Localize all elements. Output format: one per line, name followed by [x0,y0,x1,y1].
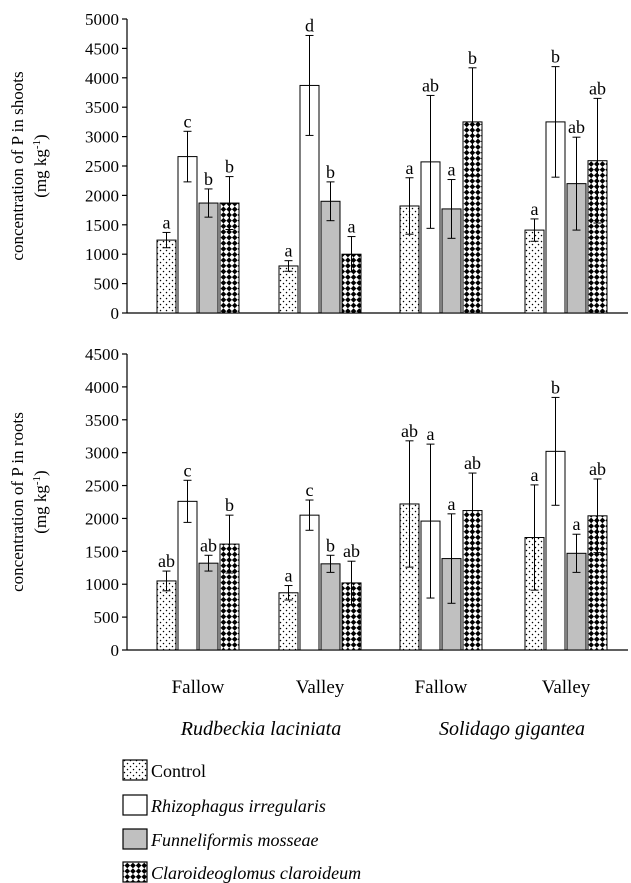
category-label: Fallow [172,677,225,698]
significance-letter: ab [158,551,175,571]
legend-label-funneliformis: Funneliformis mosseae [150,830,318,850]
y-tick-label: 2500 [85,157,119,176]
significance-letter: ab [589,78,606,98]
y-axis-label-unit: (mg kg-1) [31,134,50,197]
y-tick-label: 4500 [85,345,119,364]
y-tick-label: 3500 [85,411,119,430]
y-tick-label: 4500 [85,39,119,58]
y-tick-label: 1000 [85,245,119,264]
y-tick-label: 2500 [85,477,119,496]
y-axis-label: concentration of P in roots [8,412,27,592]
significance-letter: ab [568,117,585,137]
roots-panel: 0 500 1000 1500 2000 2500 3000 3500 4000 4500 conc… [8,345,628,660]
x-category-labels: Fallow Valley Fallow Valley [172,677,591,698]
significance-letter: a [427,424,435,444]
legend-swatch-funneliformis [122,828,148,850]
bar [278,265,299,314]
bar [177,500,198,651]
y-tick-label: 0 [111,304,120,323]
y-tick-label: 2000 [85,509,119,528]
significance-letter: a [448,160,456,180]
y-tick-label: 4000 [85,69,119,88]
significance-letter: a [448,494,456,514]
bar [198,562,219,651]
species-label-rudbeckia: Rudbeckia laciniata [180,718,342,740]
legend-label-claroideoglomus: Claroideoglomus claroideum [151,863,361,883]
shoots-panel: 0 500 1000 1500 2000 2500 3000 3500 4000 4500 5000… [8,10,628,323]
y-tick-label: 3000 [85,128,119,147]
y-axis-label: concentration of P in shoots [8,71,27,260]
significance-letter: ab [589,459,606,479]
y-tick-label: 5000 [85,10,119,29]
species-label-solidago: Solidago gigantea [439,718,585,740]
significance-letter: a [406,158,414,178]
significance-letter: a [285,241,293,261]
significance-letter: b [551,47,560,67]
significance-letter: ab [343,541,360,561]
legend-label-rhizophagus: Rhizophagus irregularis [150,796,326,816]
significance-letter: b [551,377,560,397]
significance-letter: c [184,111,192,131]
bar [524,229,545,314]
legend-swatch-claroideoglomus [122,861,148,883]
bar [198,202,219,314]
legend-swatch-rhizophagus [122,794,148,816]
category-label: Valley [296,677,345,698]
significance-letter: a [531,199,539,219]
significance-letter: b [468,48,477,68]
significance-letter: a [573,514,581,534]
y-tick-label: 2000 [85,186,119,205]
y-tick-label: 1500 [85,216,119,235]
legend-label-control: Control [151,761,206,781]
bar [320,563,341,651]
significance-letter: ab [200,535,217,555]
y-tick-label: 500 [94,275,120,294]
bar [278,592,299,651]
significance-letter: c [184,460,192,480]
significance-letter: a [285,566,293,586]
legend-swatch-control [122,759,148,781]
y-tick-label: 3000 [85,444,119,463]
significance-letter: ab [464,453,481,473]
significance-letter: ab [422,75,439,95]
y-tick-label: 500 [94,608,120,627]
significance-letter: ab [401,421,418,441]
y-tick-label: 1000 [85,575,119,594]
bar [299,514,320,651]
y-tick-label: 4000 [85,378,119,397]
y-tick-label: 1500 [85,542,119,561]
significance-letter: a [348,217,356,237]
legend: Control Rhizophagus irregularis Funnelif… [122,759,361,883]
category-label: Valley [542,677,591,698]
significance-letter: b [225,495,234,515]
category-label: Fallow [415,677,468,698]
significance-letter: b [326,162,335,182]
significance-letter: d [305,15,314,35]
significance-letter: b [204,169,213,189]
significance-letter: a [163,212,171,232]
bar [156,239,177,314]
y-tick-label: 0 [111,641,120,660]
species-labels: Rudbeckia laciniata Solidago gigantea [180,718,585,740]
significance-letter: c [306,480,314,500]
significance-letter: a [531,465,539,485]
significance-letter: b [326,535,335,555]
y-tick-label: 3500 [85,98,119,117]
y-axis-label-unit: (mg kg-1) [31,470,50,533]
significance-letter: b [225,157,234,177]
